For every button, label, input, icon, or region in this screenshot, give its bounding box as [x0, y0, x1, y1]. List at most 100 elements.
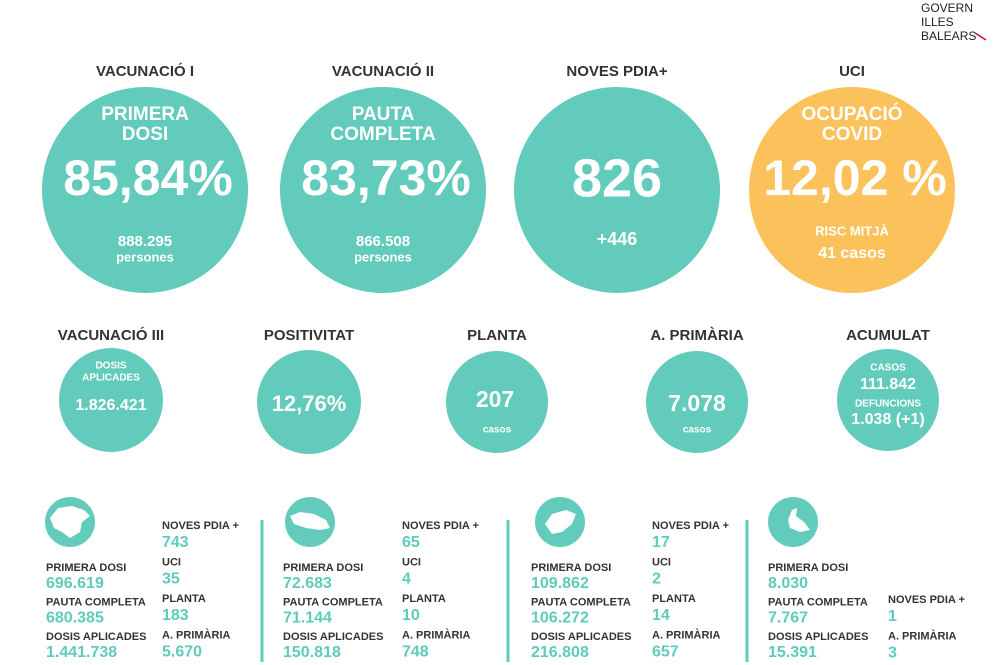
value: 1.826.421 — [75, 397, 146, 414]
value: 111.842 — [860, 376, 916, 393]
line: APLICADES — [82, 373, 140, 384]
stat-value: 7.767 — [768, 610, 808, 627]
heading: ACUMULAT — [846, 327, 930, 344]
stat-label: PLANTA — [162, 593, 206, 605]
stat-value: 696.619 — [46, 575, 104, 592]
line: DEFUNCIONS — [855, 399, 921, 410]
stat-label: PRIMERA DOSI — [283, 562, 363, 574]
value: 12,02 % — [763, 150, 946, 206]
stat-label: PAUTA COMPLETA — [768, 596, 868, 608]
line: CASOS — [870, 363, 906, 374]
stat-label: PRIMERA DOSI — [531, 562, 611, 574]
value: 85,84% — [63, 150, 233, 206]
stat-label: UCI — [402, 556, 421, 568]
stat-label: A. PRIMÀRIA — [162, 628, 231, 641]
stat-label: PRIMERA DOSI — [46, 562, 126, 574]
heading: VACUNACIÓ II — [332, 62, 434, 80]
island-icon — [45, 497, 95, 547]
line: DOSIS — [95, 361, 126, 372]
stat-circle — [59, 348, 163, 452]
sub: +446 — [597, 229, 638, 249]
stat-value: 216.808 — [531, 644, 589, 661]
stat-label: NOVES PDIA + — [162, 520, 239, 532]
island-icon — [285, 497, 335, 547]
stat-label: UCI — [162, 556, 181, 568]
value: 207 — [476, 386, 514, 412]
stat-value: 14 — [652, 607, 670, 624]
stat-value: 2 — [652, 571, 661, 588]
stat-value: 1 — [888, 608, 897, 625]
value: 7.078 — [668, 390, 726, 416]
logo-text: BALEARS — [921, 29, 976, 43]
stat-value: 150.818 — [283, 644, 341, 661]
label: COMPLETA — [330, 124, 435, 145]
stat-circle — [749, 87, 955, 293]
logo-mark — [974, 32, 987, 41]
logo: GOVERN ILLES BALEARS — [921, 1, 987, 43]
stat-value: 1.441.738 — [46, 644, 117, 661]
sub: 41 casos — [818, 245, 886, 262]
stat-label: PLANTA — [402, 593, 446, 605]
stat-circle — [280, 87, 486, 293]
label: PAUTA — [352, 104, 415, 125]
stat-value: 5.670 — [162, 644, 202, 661]
logo-text: ILLES — [921, 15, 954, 29]
heading: VACUNACIÓ III — [58, 326, 164, 344]
stat-value: 657 — [652, 644, 679, 661]
stat-value: 15.391 — [768, 644, 817, 661]
heading: VACUNACIÓ I — [96, 62, 194, 80]
label: PRIMERA — [101, 104, 189, 125]
sub: persones — [116, 249, 174, 264]
value: 12,76% — [272, 391, 347, 416]
stat-value: 65 — [402, 534, 420, 551]
sub: RISC MITJÀ — [815, 223, 889, 238]
stat-label: PLANTA — [652, 593, 696, 605]
line: casos — [683, 425, 712, 436]
stat-value: 17 — [652, 534, 670, 551]
stat-label: A. PRIMÀRIA — [888, 629, 957, 642]
stat-label: DOSIS APLICADES — [46, 631, 146, 643]
stat-value: 680.385 — [46, 610, 104, 627]
stat-value: 3 — [888, 645, 897, 662]
stat-value: 8.030 — [768, 575, 808, 592]
stat-value: 106.272 — [531, 610, 589, 627]
heading: NOVES PDIA+ — [566, 63, 668, 80]
sub: 866.508 — [356, 233, 410, 250]
stat-value: 109.862 — [531, 575, 589, 592]
stat-value: 748 — [402, 644, 429, 661]
stat-circle — [42, 87, 248, 293]
sub: 888.295 — [118, 233, 172, 250]
stat-label: NOVES PDIA + — [888, 594, 965, 606]
stat-label: NOVES PDIA + — [652, 520, 729, 532]
stat-label: DOSIS APLICADES — [283, 631, 383, 643]
line: casos — [483, 425, 512, 436]
stat-label: PAUTA COMPLETA — [283, 596, 383, 608]
stat-label: DOSIS APLICADES — [768, 631, 868, 643]
value: 826 — [572, 148, 662, 208]
logo-text: GOVERN — [921, 1, 973, 15]
stat-value: 71.144 — [283, 610, 332, 627]
value: 83,73% — [301, 150, 471, 206]
stat-label: UCI — [652, 556, 671, 568]
stat-label: A. PRIMÀRIA — [652, 628, 721, 641]
stat-label: PRIMERA DOSI — [768, 562, 848, 574]
stat-circle — [514, 87, 720, 293]
stat-value: 4 — [402, 571, 411, 588]
stat-label: PAUTA COMPLETA — [531, 596, 631, 608]
stat-circle — [646, 351, 748, 453]
heading: POSITIVITAT — [264, 327, 354, 344]
stat-label: PAUTA COMPLETA — [46, 596, 146, 608]
stat-value: 10 — [402, 607, 420, 624]
island-icon — [535, 497, 585, 547]
stat-circle — [446, 351, 548, 453]
heading: A. PRIMÀRIA — [650, 327, 744, 344]
stat-value: 35 — [162, 571, 180, 588]
stat-value: 72.683 — [283, 575, 332, 592]
value: 1.038 (+1) — [851, 411, 924, 428]
stat-label: NOVES PDIA + — [402, 520, 479, 532]
stat-value: 743 — [162, 534, 189, 551]
island-icon — [768, 497, 818, 547]
stat-value: 183 — [162, 607, 189, 624]
